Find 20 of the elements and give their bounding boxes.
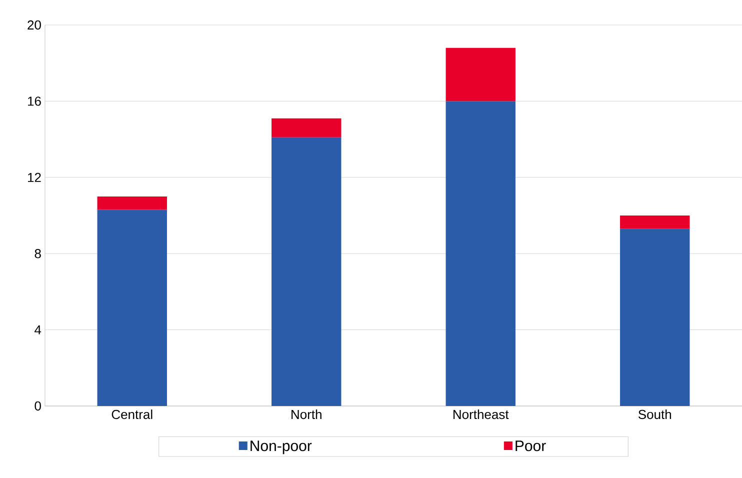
y-tick-label: 4 [34, 325, 42, 334]
bar [446, 101, 516, 406]
legend-label: Poor [516, 440, 546, 452]
y-tick-label: 8 [34, 248, 41, 258]
x-tick-label: North [292, 410, 322, 420]
bar [446, 48, 516, 102]
bar [620, 215, 690, 229]
bar [272, 118, 342, 138]
bar [97, 196, 167, 210]
y-tick-label: 12 [28, 172, 41, 182]
y-tick-label: 16 [28, 96, 41, 106]
bar [620, 228, 690, 406]
x-tick-label: Central [112, 410, 152, 420]
bar [97, 210, 167, 406]
x-tick-label: Northeast [454, 410, 509, 420]
legend-label: Non-poor [250, 440, 312, 454]
bar [272, 137, 342, 406]
x-tick-label: South [638, 410, 672, 420]
y-tick-label: 20 [28, 20, 41, 30]
y-tick-label: 0 [34, 401, 41, 411]
